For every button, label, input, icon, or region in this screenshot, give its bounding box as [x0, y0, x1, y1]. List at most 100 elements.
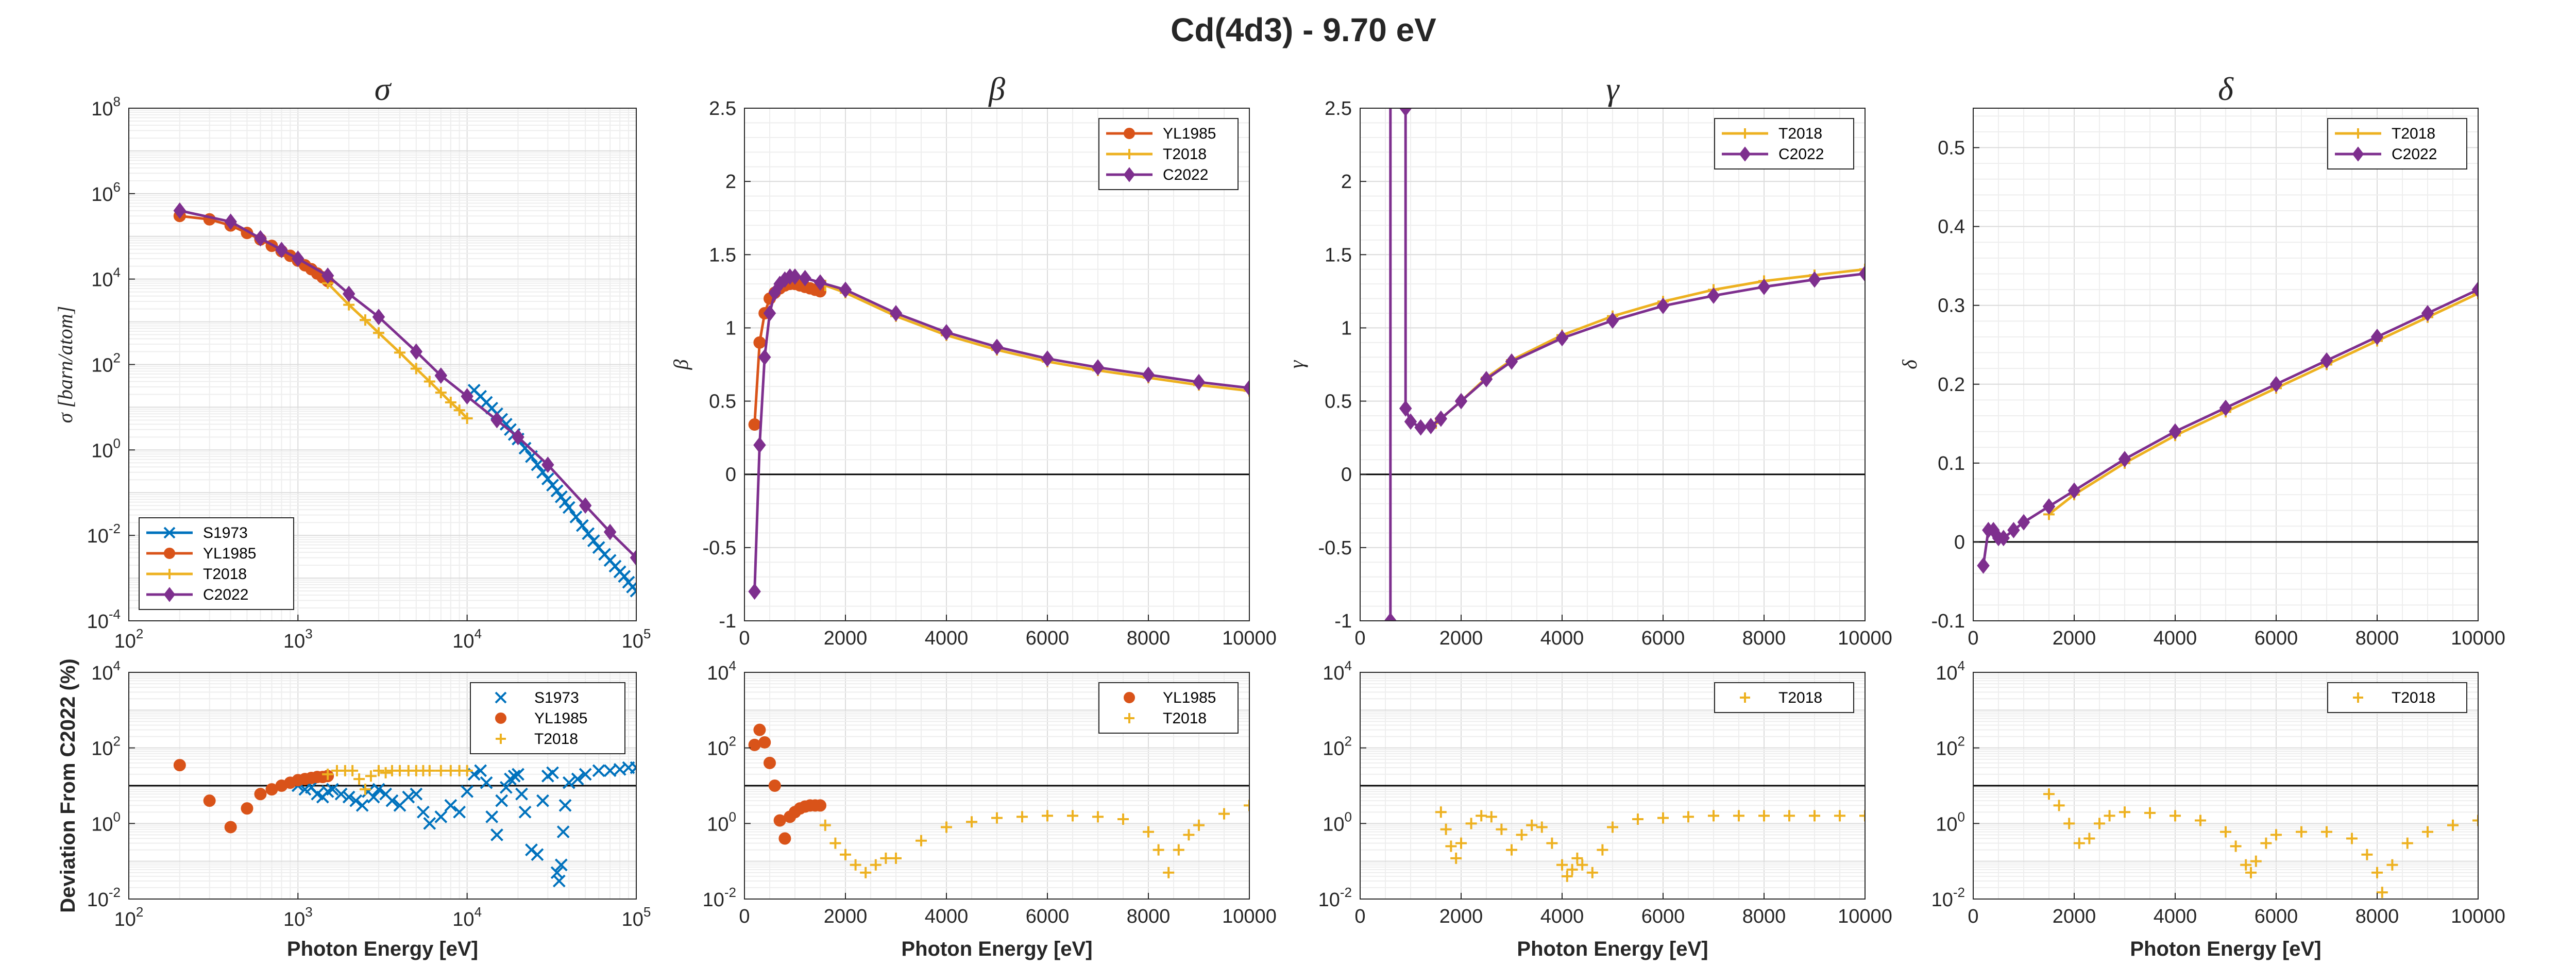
y-tick-label: 10-2 [703, 885, 736, 911]
legend-marker-YL1985 [164, 548, 175, 559]
tick-exponent: 2 [113, 734, 121, 749]
x-tick-label: 6000 [1026, 906, 1070, 927]
data-point-T2018 [1067, 810, 1078, 822]
y-tick-label: 10-2 [1318, 885, 1352, 911]
tick-base: 10 [622, 631, 643, 652]
legend: YL1985 T2018 [1098, 682, 1239, 734]
data-point-S1973 [618, 570, 631, 583]
x-tick-label: 0 [1354, 906, 1365, 927]
tick-base: 10 [87, 889, 109, 911]
tick-base: 10 [707, 814, 728, 835]
data-point-T2018 [1859, 810, 1865, 822]
legend-marker-C2022 [2352, 146, 2364, 162]
data-point-S1973 [552, 874, 566, 888]
data-point-C2022 [1656, 297, 1670, 314]
data-point-YL1985 [753, 723, 766, 736]
tick-exponent: 5 [643, 904, 651, 920]
data-point-S1973 [554, 858, 568, 872]
data-point-S1973 [461, 785, 474, 798]
x-tick-label: 8000 [1127, 628, 1171, 649]
data-point-T2018 [850, 859, 861, 871]
tick-exponent: -2 [109, 885, 121, 900]
y-tick-label: -1 [719, 611, 736, 632]
x-tick-label: 104 [452, 626, 482, 652]
y-tick-label: 1.5 [709, 244, 736, 266]
legend: S1973 YL1985 T2018 [470, 682, 625, 754]
grid [744, 108, 1250, 621]
data-point-C2022 [1399, 108, 1412, 116]
data-point-YL1985 [778, 832, 791, 845]
legend-marker-T2018 [496, 734, 506, 744]
y-tick-label: 1 [725, 317, 736, 339]
y-tick-label: 106 [91, 179, 121, 206]
legend-label-T2018: T2018 [203, 566, 247, 583]
panel-beta_main: 0 2000 4000 6000 8000 10000 -1 -0.5 0 0.5 1 1.5 2 2.5… [669, 71, 1277, 649]
y-tick-label: 1 [1341, 317, 1352, 339]
panel-gamma_main: 0 2000 4000 6000 8000 10000 -1 -0.5 0 0.5 1 1.5 2 2.5… [1285, 71, 1892, 649]
data-point-T2018 [1476, 810, 1487, 822]
legend-marker-YL1985 [495, 713, 506, 724]
tick-exponent: -2 [1340, 885, 1352, 900]
series-C2022 [173, 202, 636, 566]
data-point-C2022 [1707, 287, 1720, 304]
x-tick-label: 10000 [2451, 906, 2505, 927]
data-point-C2022 [1041, 350, 1054, 367]
data-point-C2022 [758, 349, 771, 366]
data-point-C2022 [1243, 380, 1249, 396]
data-point-T2018 [1244, 800, 1249, 811]
data-point-C2022 [173, 202, 187, 219]
y-axis-label: Deviation From C2022 (%) [57, 658, 79, 912]
data-point-T2018 [1117, 813, 1129, 825]
x-tick-label: 6000 [1641, 906, 1685, 927]
grid [1360, 108, 1866, 621]
legend-label-T2018: T2018 [1163, 710, 1207, 727]
data-point-T2018 [916, 835, 927, 846]
legend-label-C2022: C2022 [2392, 146, 2437, 163]
x-tick-label: 0 [739, 628, 750, 649]
tick-base: 10 [707, 738, 728, 760]
legend-marker-T2018 [1124, 149, 1134, 159]
x-axis-label: Photon Energy [eV] [1517, 938, 1708, 960]
y-tick-label: 104 [707, 658, 736, 684]
data-point-T2018 [1657, 812, 1669, 824]
data-point-T2018 [2245, 867, 2257, 878]
data-point-S1973 [531, 458, 544, 471]
data-point-YL1985 [758, 736, 771, 749]
data-point-S1973 [512, 768, 524, 781]
x-tick-label: 8000 [1742, 628, 1786, 649]
x-tick-label: 8000 [1127, 906, 1171, 927]
data-point-T2018 [1193, 819, 1205, 831]
data-point-C2022 [1808, 271, 1821, 288]
y-tick-label: -0.5 [1318, 537, 1352, 559]
x-tick-label: 10000 [1222, 628, 1277, 649]
tick-base: 10 [87, 526, 109, 547]
x-tick-label: 2000 [2053, 628, 2096, 649]
data-point-S1973 [444, 799, 457, 812]
tick-exponent: 2 [1958, 734, 1965, 749]
x-axis-label: Photon Energy [eV] [901, 938, 1092, 960]
data-point-S1973 [630, 584, 636, 598]
data-point-T2018 [372, 765, 384, 776]
y-tick-label: 100 [91, 809, 121, 835]
tick-base: 10 [91, 269, 113, 291]
legend-label-T2018: T2018 [1163, 146, 1207, 163]
data-point-T2018 [870, 859, 882, 871]
legend-box [2327, 682, 2467, 713]
series-line-T2018 [2048, 292, 2478, 516]
data-point-T2018 [2083, 833, 2095, 844]
data-point-T2018 [353, 773, 365, 785]
x-tick-label: 4000 [925, 906, 969, 927]
data-point-S1973 [562, 776, 575, 789]
data-point-T2018 [1586, 867, 1598, 878]
data-point-T2018 [890, 852, 902, 864]
x-tick-label: 6000 [1026, 628, 1070, 649]
data-point-C2022 [1555, 330, 1569, 347]
data-point-C2022 [1404, 413, 1417, 430]
series-YL1985 [748, 723, 826, 845]
x-tick-label: 103 [283, 626, 313, 652]
y-axis-label: δ [1898, 359, 1921, 369]
data-point-S1973 [402, 790, 415, 804]
tick-base: 10 [91, 814, 113, 835]
x-tick-label: 2000 [1439, 628, 1483, 649]
